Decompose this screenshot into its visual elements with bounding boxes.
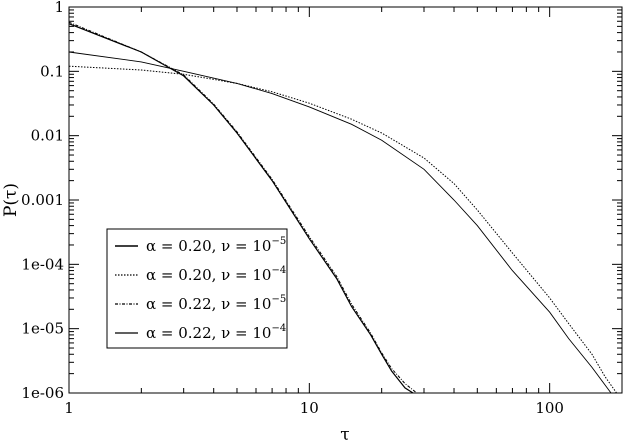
x-axis-title: τ <box>340 425 349 444</box>
legend-label-1: α = 0.20, ν = 10−5 <box>146 236 286 255</box>
y-tick-label: 1 <box>54 0 64 16</box>
series-line-4 <box>68 51 612 394</box>
x-tick-label: 100 <box>535 399 564 417</box>
y-tick-label: 1e-05 <box>21 320 64 338</box>
x-tick-label: 10 <box>300 399 319 417</box>
legend: α = 0.20, ν = 10−5 α = 0.20, ν = 10−4 α = … <box>106 228 288 349</box>
x-tick-label: 1 <box>64 399 74 417</box>
legend-label-3: α = 0.22, ν = 10−5 <box>146 294 286 313</box>
y-axis-ticks: 1 0.1 0.01 0.001 1e-04 1e-05 1e-06 <box>21 0 622 402</box>
legend-label-4: α = 0.22, ν = 10−4 <box>146 323 286 342</box>
y-axis-title: P(τ) <box>1 183 21 217</box>
series-line-3 <box>68 21 418 394</box>
x-axis-ticks: 1 10 100 <box>64 7 623 417</box>
y-tick-label: 1e-06 <box>21 384 64 402</box>
y-tick-label: 1e-04 <box>21 255 64 273</box>
y-tick-label: 0.1 <box>40 62 64 80</box>
legend-box <box>106 228 288 349</box>
series-layer <box>68 21 618 394</box>
series-line-1 <box>68 23 414 394</box>
legend-items: α = 0.20, ν = 10−5 α = 0.20, ν = 10−4 α = … <box>115 236 286 342</box>
y-tick-label: 0.001 <box>21 191 64 209</box>
legend-label-2: α = 0.20, ν = 10−4 <box>146 265 286 284</box>
y-tick-label: 0.01 <box>31 127 64 145</box>
series-line-2 <box>68 65 618 394</box>
